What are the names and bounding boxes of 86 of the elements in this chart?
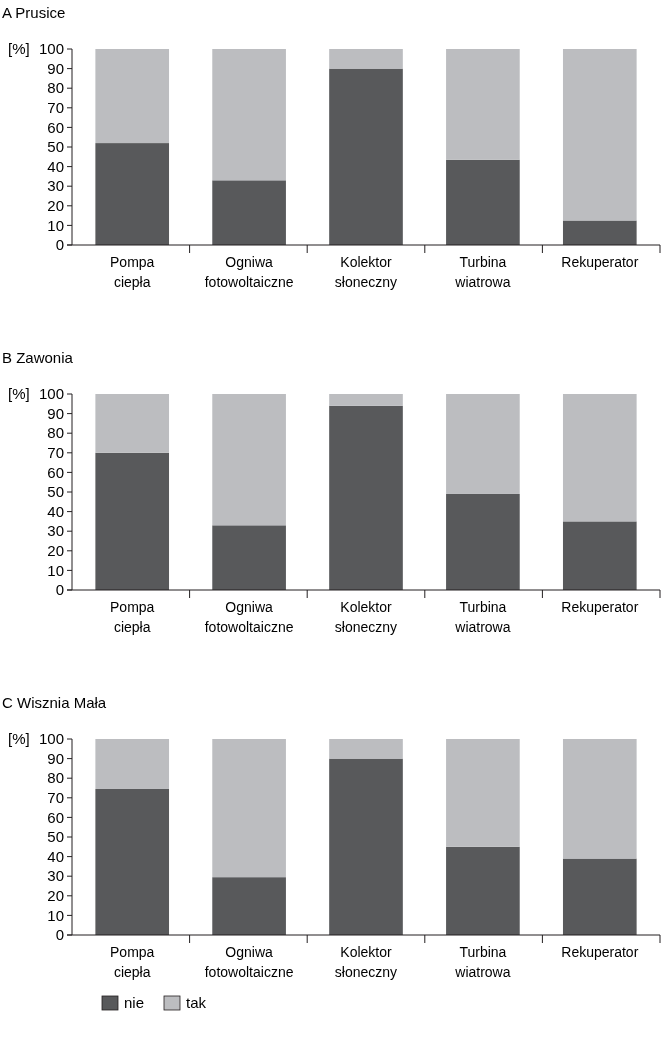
y-tick-label: 30 xyxy=(47,522,64,540)
x-tick-label: Rekuperator xyxy=(561,944,639,960)
bar xyxy=(562,220,637,245)
x-tick-label: Ogniwa fotowoltaiczne xyxy=(204,944,294,980)
x-tick-label: Turbina wiatrowa xyxy=(454,599,511,635)
x-tick-label: Ogniwa fotowoltaiczne xyxy=(204,254,294,290)
x-tick-label: Kolektor słoneczny xyxy=(334,599,398,635)
y-tick-label: 20 xyxy=(47,542,64,560)
chart-title: B Zawonia xyxy=(2,349,74,366)
y-tick-label: 80 xyxy=(47,424,64,442)
y-tick-label: 90 xyxy=(47,749,64,767)
x-tick-label: Kolektor słoneczny xyxy=(334,254,398,290)
bar xyxy=(329,739,403,759)
bar xyxy=(95,143,170,245)
legend-label: tak xyxy=(186,994,207,1011)
bar xyxy=(329,758,403,935)
legend-label: nie xyxy=(124,994,145,1011)
y-tick-label: 60 xyxy=(47,463,64,481)
y-tick-label: 70 xyxy=(47,99,64,117)
bar xyxy=(212,394,286,526)
y-tick-label: 70 xyxy=(47,789,64,807)
chart-title: A Prusice xyxy=(2,4,66,21)
y-tick-label: 100 xyxy=(38,40,64,58)
x-tick-label: Pompa ciepła xyxy=(110,944,155,980)
y-tick-label: 80 xyxy=(47,79,64,97)
y-tick-label: 0 xyxy=(55,926,64,944)
bar xyxy=(95,788,170,935)
y-tick-label: 90 xyxy=(47,59,64,77)
bar xyxy=(446,846,520,935)
bar xyxy=(562,49,637,221)
bar xyxy=(212,525,286,590)
bar xyxy=(562,521,637,590)
bar xyxy=(329,49,403,69)
bar xyxy=(446,49,520,160)
y-tick-label: 40 xyxy=(47,157,64,175)
y-tick-label: 50 xyxy=(47,483,64,501)
x-tick-label: Pompa ciepła xyxy=(110,599,155,635)
x-tick-label: Rekuperator xyxy=(561,599,639,615)
x-tick-label: Turbina wiatrowa xyxy=(454,254,511,290)
bar xyxy=(212,180,286,245)
x-tick-label: Kolektor słoneczny xyxy=(334,944,398,980)
bar xyxy=(95,49,170,144)
y-tick-label: 70 xyxy=(47,444,64,462)
bar xyxy=(212,877,286,935)
bar xyxy=(446,739,520,847)
chart-title: C Wisznia Mała xyxy=(2,694,107,711)
y-axis-title: [%] xyxy=(8,385,30,402)
y-tick-label: 30 xyxy=(47,867,64,885)
y-tick-label: 30 xyxy=(47,177,64,195)
y-tick-label: 0 xyxy=(55,236,64,254)
bar xyxy=(562,858,637,935)
x-tick-label: Pompa ciepła xyxy=(110,254,155,290)
y-tick-label: 100 xyxy=(38,385,64,403)
bar xyxy=(329,68,403,245)
x-tick-label: Turbina wiatrowa xyxy=(454,944,511,980)
x-tick-label: Rekuperator xyxy=(561,254,639,270)
y-axis-title: [%] xyxy=(8,730,30,747)
y-tick-label: 20 xyxy=(47,887,64,905)
y-tick-label: 100 xyxy=(38,730,64,748)
bar xyxy=(95,739,170,789)
bar xyxy=(446,394,520,494)
bar xyxy=(95,394,170,453)
y-tick-label: 50 xyxy=(47,138,64,156)
bar xyxy=(212,739,286,878)
bar xyxy=(329,394,403,406)
bar xyxy=(562,394,637,522)
y-tick-label: 60 xyxy=(47,118,64,136)
y-tick-label: 40 xyxy=(47,502,64,520)
bar xyxy=(329,405,403,590)
x-tick-label: Ogniwa fotowoltaiczne xyxy=(204,599,294,635)
y-tick-label: 40 xyxy=(47,847,64,865)
y-tick-label: 20 xyxy=(47,197,64,215)
y-tick-label: 10 xyxy=(47,906,64,924)
bar xyxy=(446,159,520,245)
y-axis-title: [%] xyxy=(8,40,30,57)
y-tick-label: 80 xyxy=(47,769,64,787)
bar xyxy=(212,49,286,181)
bar xyxy=(95,452,170,590)
y-tick-label: 10 xyxy=(47,216,64,234)
y-tick-label: 10 xyxy=(47,561,64,579)
bar xyxy=(446,493,520,590)
y-tick-label: 90 xyxy=(47,404,64,422)
y-tick-label: 0 xyxy=(55,581,64,599)
y-tick-label: 60 xyxy=(47,808,64,826)
bar xyxy=(562,739,637,859)
y-tick-label: 50 xyxy=(47,828,64,846)
